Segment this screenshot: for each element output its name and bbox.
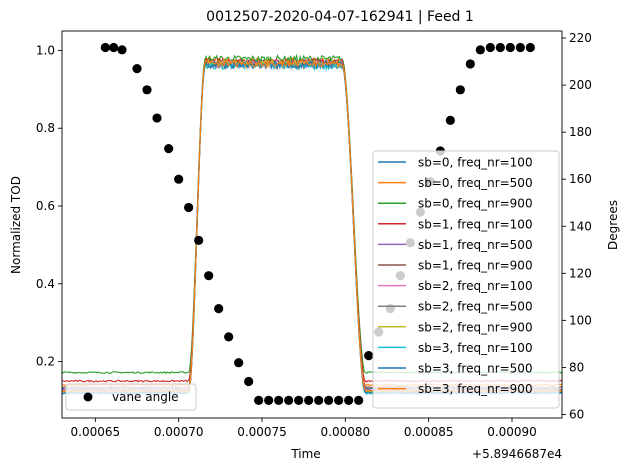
vane-angle-point [152, 113, 162, 123]
y-tick-label: 0.4 [36, 277, 55, 291]
x-tick-label: 0.00090 [487, 425, 537, 439]
y-tick-label: 0.6 [36, 199, 55, 213]
y-right-axis-label: Degrees [606, 200, 620, 250]
x-tick-label: 0.00075 [237, 425, 287, 439]
legend-vane-angle-marker [83, 392, 93, 402]
vane-angle-point [274, 395, 284, 405]
y-tick-label: 1.0 [36, 43, 55, 57]
x-axis-ticks: 0.00065 0.00070 0.00075 0.00080 0.00085 0.000… [71, 418, 537, 439]
y-right-tick-label: 220 [569, 31, 592, 45]
vane-angle-point [505, 42, 515, 53]
vane-angle-point [455, 85, 465, 95]
y-right-tick-label: 60 [569, 407, 584, 421]
legend-label: sb=3, freq_nr=100 [418, 341, 533, 355]
y-right-tick-label: 100 [569, 313, 592, 327]
vane-angle-point [109, 42, 119, 53]
legend-secondary-frame [65, 383, 197, 411]
x-tick-label: 0.00070 [154, 425, 204, 439]
plot-area-frame [61, 30, 563, 419]
vane-angle-point [244, 376, 254, 387]
x-tick-label: 0.00085 [404, 425, 454, 439]
x-axis-label: Time [290, 447, 320, 461]
vane-angle-point [204, 271, 214, 281]
vane-angle-point [142, 85, 152, 95]
vane-angle-point [294, 395, 304, 405]
vane-angle-point [465, 59, 475, 69]
vane-angle-point [234, 358, 244, 368]
x-tick-label: 0.00065 [71, 425, 121, 439]
legend-label: sb=3, freq_nr=900 [418, 382, 533, 396]
y-tick-label: 0.2 [36, 355, 55, 369]
vane-angle-point [525, 42, 535, 53]
legend-label: sb=2, freq_nr=100 [418, 279, 533, 293]
vane-angle-point [324, 395, 334, 405]
vane-angle-point [334, 395, 344, 405]
vane-angle-point [214, 304, 224, 314]
vane-angle-point [495, 42, 505, 53]
y-right-tick-label: 140 [569, 219, 592, 233]
vane-angle-point [224, 332, 234, 342]
vane-angle-point [475, 45, 485, 55]
legend-main: sb=0, freq_nr=100 sb=0, freq_nr=500 sb=0, … [372, 150, 560, 409]
legend-vane-angle-label: vane angle [112, 390, 179, 404]
legend-label: sb=1, freq_nr=100 [418, 217, 533, 231]
chart-title: 0012507-2020-04-07-162941 | Feed 1 [206, 9, 474, 25]
vane-angle-point [184, 202, 194, 213]
vane-angle-point [344, 395, 354, 405]
legend-label: sb=0, freq_nr=900 [418, 197, 533, 211]
legend-secondary: vane angle [65, 383, 197, 411]
legend-label: sb=2, freq_nr=500 [418, 300, 533, 314]
legend-label: sb=1, freq_nr=500 [418, 238, 533, 252]
legend-label: sb=1, freq_nr=900 [418, 259, 533, 273]
vane-angle-point [254, 395, 264, 405]
vane-angle-point [485, 42, 495, 53]
y-axis-label: Normalized TOD [9, 176, 23, 274]
x-offset-label: +5.8946687e4 [472, 447, 562, 461]
vane-angle-point [515, 42, 525, 53]
vane-angle-point [314, 395, 324, 405]
vane-angle-point [117, 45, 127, 55]
vane-angle-point [132, 64, 142, 74]
legend-label: sb=2, freq_nr=900 [418, 320, 533, 334]
legend-label: sb=0, freq_nr=500 [418, 176, 533, 190]
vane-angle-point [164, 144, 174, 154]
vane-angle-point [264, 395, 274, 405]
y-right-tick-label: 200 [569, 78, 592, 92]
y-right-tick-label: 160 [569, 172, 592, 186]
legend-label: sb=3, freq_nr=500 [418, 362, 533, 376]
y-right-tick-label: 180 [569, 125, 592, 139]
vane-angle-point [284, 395, 294, 405]
x-tick-label: 0.00080 [321, 425, 371, 439]
vane-angle-point [194, 235, 204, 245]
vane-angle-point [364, 351, 374, 361]
legend-main-frame [372, 150, 560, 409]
vane-angle-point [100, 42, 110, 53]
y-tick-label: 0.8 [36, 121, 55, 135]
y-right-axis-ticks: 60 80 100 120 140 160 180 200 220 [562, 31, 592, 421]
legend-label: sb=0, freq_nr=100 [418, 156, 533, 170]
y-axis-ticks: 0.2 0.4 0.6 0.8 1.0 [36, 43, 62, 369]
vane-angle-point [304, 395, 314, 405]
y-right-tick-label: 120 [569, 266, 592, 280]
vane-angle-point [354, 395, 364, 405]
vane-angle-point [174, 174, 184, 184]
y-right-tick-label: 80 [569, 360, 584, 374]
vane-angle-point [445, 115, 455, 125]
